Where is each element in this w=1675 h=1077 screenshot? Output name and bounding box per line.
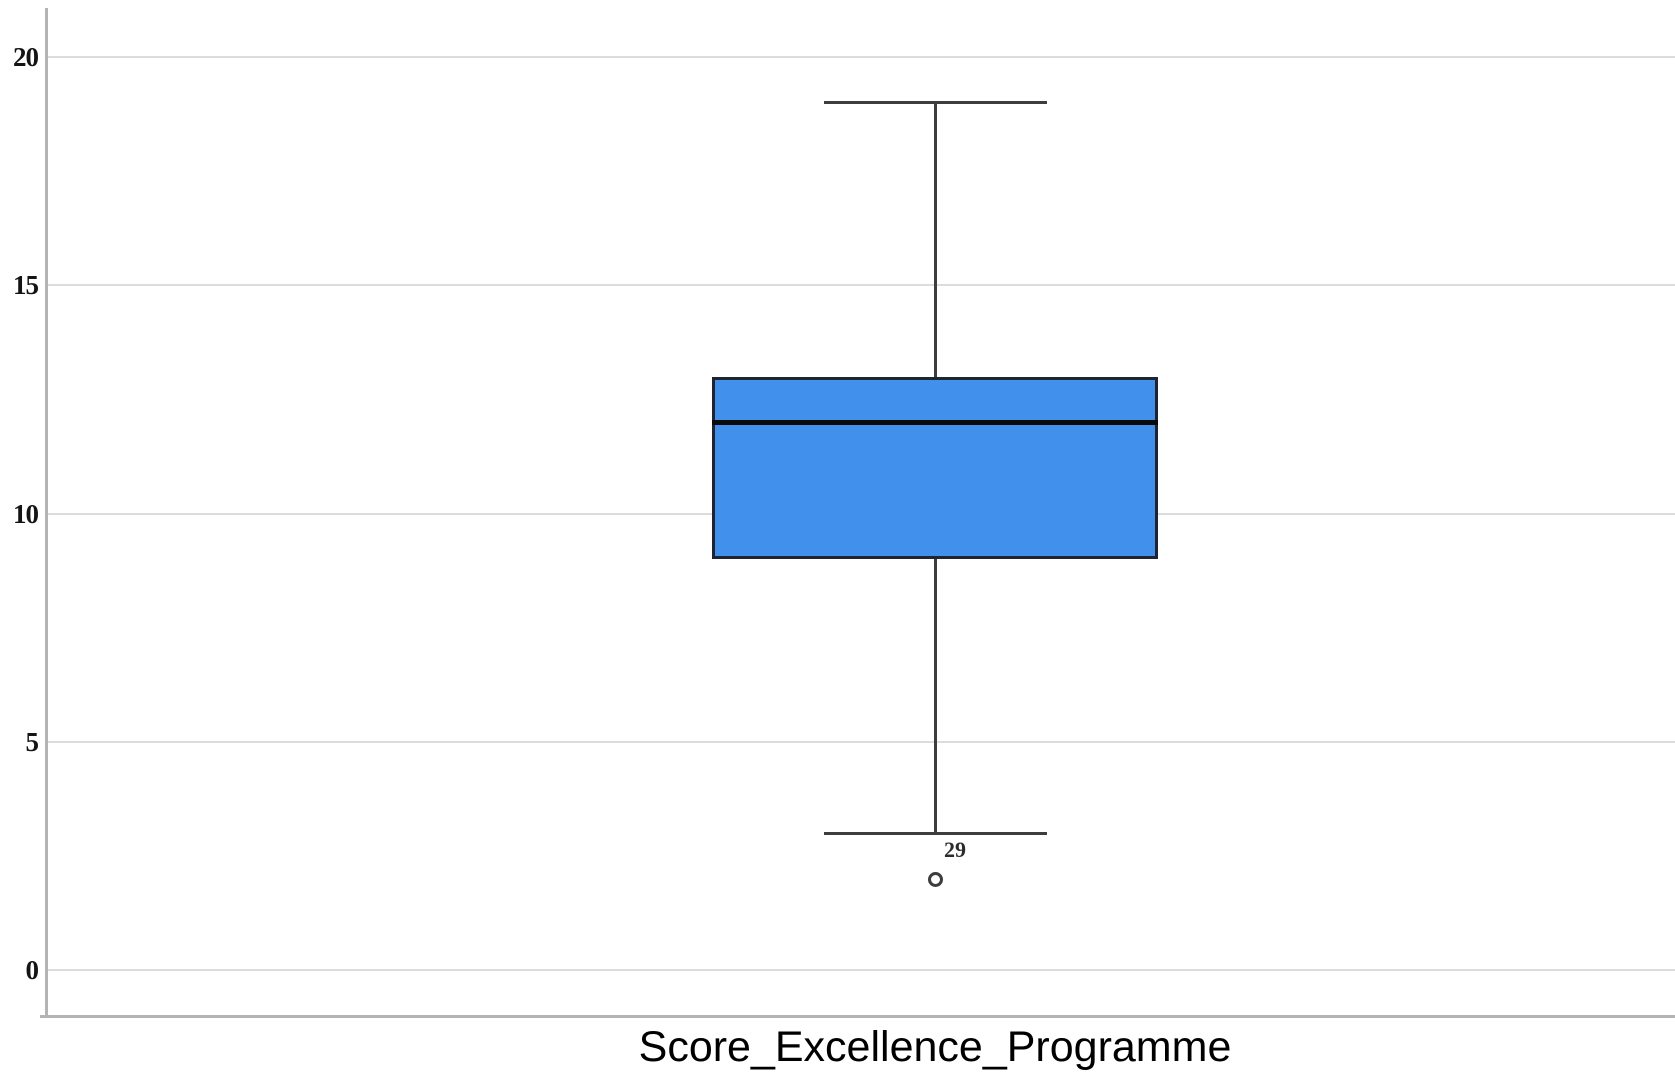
y-tick-label-15: 15 bbox=[13, 270, 39, 300]
outlier-point bbox=[928, 872, 943, 887]
y-axis-line bbox=[45, 8, 48, 1018]
y-tick-label-5: 5 bbox=[25, 727, 40, 757]
outlier-label: 29 bbox=[944, 837, 966, 862]
gridline-15 bbox=[48, 284, 1675, 286]
x-axis-line bbox=[40, 1015, 1675, 1018]
upper-whisker-cap bbox=[824, 101, 1047, 104]
y-tick-label-20: 20 bbox=[13, 42, 39, 72]
gridline-5 bbox=[48, 741, 1675, 743]
iqr-box bbox=[712, 377, 1158, 559]
gridline-20 bbox=[48, 56, 1675, 58]
y-tick-label-10: 10 bbox=[13, 499, 39, 529]
gridline-0 bbox=[48, 969, 1675, 971]
median-line bbox=[712, 420, 1158, 425]
lower-whisker-cap bbox=[824, 832, 1047, 835]
x-axis-label: Score_Excellence_Programme bbox=[638, 1023, 1232, 1071]
y-tick-label-0: 0 bbox=[25, 955, 40, 985]
upper-whisker-line bbox=[934, 103, 937, 377]
lower-whisker-line bbox=[934, 559, 937, 833]
